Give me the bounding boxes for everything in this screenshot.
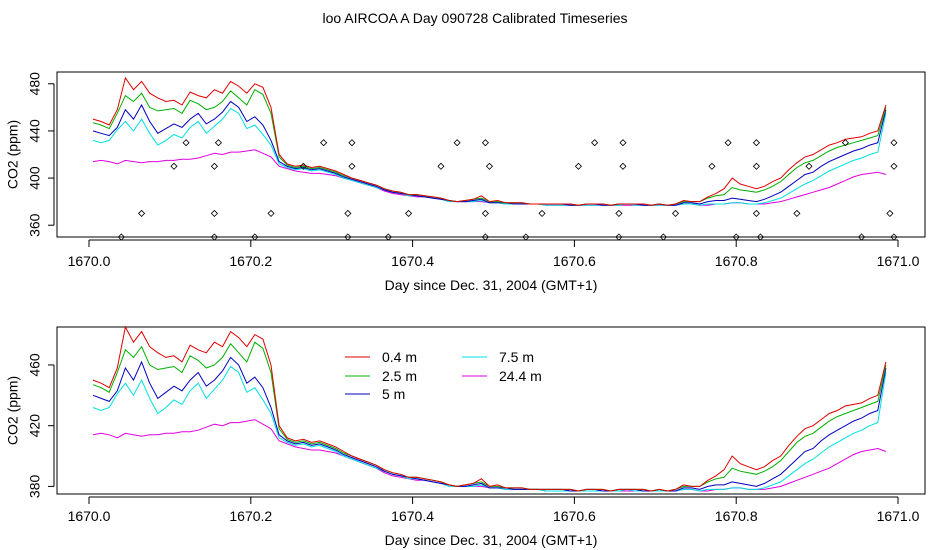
diamond-point <box>267 209 275 217</box>
legend-label: 2.5 m <box>382 368 417 384</box>
diamond-point <box>481 209 489 217</box>
y-tick-label: 480 <box>27 72 43 96</box>
x-tick-label: 1670.4 <box>391 253 434 269</box>
y-axis-label: CO2 (ppm) <box>5 376 21 445</box>
legend-label: 24.4 m <box>499 368 542 384</box>
y-tick-label: 400 <box>27 166 43 190</box>
diamond-point <box>251 233 259 241</box>
diamond-point <box>320 139 328 147</box>
diamond-point <box>117 233 125 241</box>
diamond-point <box>724 139 732 147</box>
legend-label: 5 m <box>382 386 405 402</box>
chart-main-title: loo AIRCOA A Day 090728 Calibrated Times… <box>322 10 628 26</box>
x-tick-label: 1670.2 <box>229 508 272 524</box>
diamond-point <box>890 233 898 241</box>
diamond-point <box>182 139 190 147</box>
diamond-point <box>619 162 627 170</box>
diamond-point <box>890 162 898 170</box>
diamond-point <box>841 139 849 147</box>
diamond-point <box>890 139 898 147</box>
diamond-point <box>538 209 546 217</box>
diamond-point <box>404 209 413 217</box>
diamond-point <box>481 139 489 147</box>
diamond-point <box>615 209 623 217</box>
diamond-point <box>708 162 716 170</box>
y-axis-label: CO2 (ppm) <box>5 120 21 189</box>
series-line-7-5-m <box>92 365 887 492</box>
diamond-point <box>752 162 760 170</box>
x-tick-label: 1671.0 <box>877 253 920 269</box>
diamond-point <box>210 233 218 241</box>
diamond-point <box>793 209 801 217</box>
x-tick-label: 1670.8 <box>715 508 758 524</box>
x-tick-label: 1670.0 <box>68 508 111 524</box>
y-tick-label: 440 <box>27 119 43 143</box>
x-tick-label: 1671.0 <box>877 508 920 524</box>
series-line-24-4-m <box>92 149 887 206</box>
series-line-7-5-m <box>92 107 887 206</box>
bottom-panel: 1670.0 1670.2 1670.4 1670.6 1670.8 1671.0 Day … <box>5 325 926 548</box>
diamond-point <box>299 162 307 170</box>
diamond-point <box>858 233 866 241</box>
series-line-24-4-m <box>92 419 887 492</box>
diamond-point <box>170 162 178 170</box>
series-line-2-5-m <box>92 89 887 206</box>
diamond-point <box>619 139 627 147</box>
diamond-point <box>574 162 583 170</box>
diamond-point <box>348 162 356 170</box>
series-line-5-m <box>92 356 887 492</box>
x-tick-label: 1670.8 <box>715 253 758 269</box>
x-tick-label: 1670.4 <box>391 508 434 524</box>
diamond-point <box>437 162 445 170</box>
diamond-point <box>659 233 667 241</box>
y-tick-label: 380 <box>27 475 43 499</box>
diamond-point <box>671 209 680 217</box>
series-line-0-4-m <box>92 76 887 206</box>
diamond-point <box>453 139 461 147</box>
x-tick-label: 1670.0 <box>68 253 111 269</box>
series-line-2-5-m <box>92 341 887 492</box>
legend-label: 7.5 m <box>499 349 534 365</box>
diamond-point <box>732 233 740 241</box>
diamond-point <box>481 233 489 241</box>
diamond-point <box>756 233 765 241</box>
diamond-point <box>805 162 813 170</box>
plot-frame <box>56 71 926 238</box>
diamond-point <box>752 209 760 217</box>
legend-label: 0.4 m <box>382 349 417 365</box>
diamond-point <box>591 139 599 147</box>
diamond-point <box>344 233 352 241</box>
diamond-point <box>384 233 392 241</box>
diamond-point <box>348 139 356 147</box>
diamond-point <box>485 162 494 170</box>
y-tick-label: 420 <box>27 414 43 438</box>
plot-frame <box>56 326 926 495</box>
series-line-5-m <box>92 100 887 206</box>
y-tick-label: 360 <box>27 213 43 237</box>
diamond-point <box>344 209 352 217</box>
x-tick-label: 1670.6 <box>553 253 596 269</box>
diamond-point <box>210 209 218 217</box>
y-tick-label: 460 <box>27 353 43 377</box>
diamond-point <box>752 139 760 147</box>
x-axis-label: Day since Dec. 31, 2004 (GMT+1) <box>385 277 598 293</box>
diamond-point <box>886 209 894 217</box>
diamond-point <box>138 209 146 217</box>
x-tick-label: 1670.2 <box>229 253 272 269</box>
x-axis-label: Day since Dec. 31, 2004 (GMT+1) <box>385 532 598 548</box>
series-line-0-4-m <box>92 325 887 492</box>
x-tick-label: 1670.6 <box>553 508 596 524</box>
diamond-point <box>615 233 623 241</box>
top-panel: 1670.0 1670.2 1670.4 1670.6 1670.8 1671.0 Day … <box>5 71 926 293</box>
diamond-point <box>522 233 530 241</box>
diamond-point <box>214 139 223 147</box>
diamond-point <box>210 162 218 170</box>
